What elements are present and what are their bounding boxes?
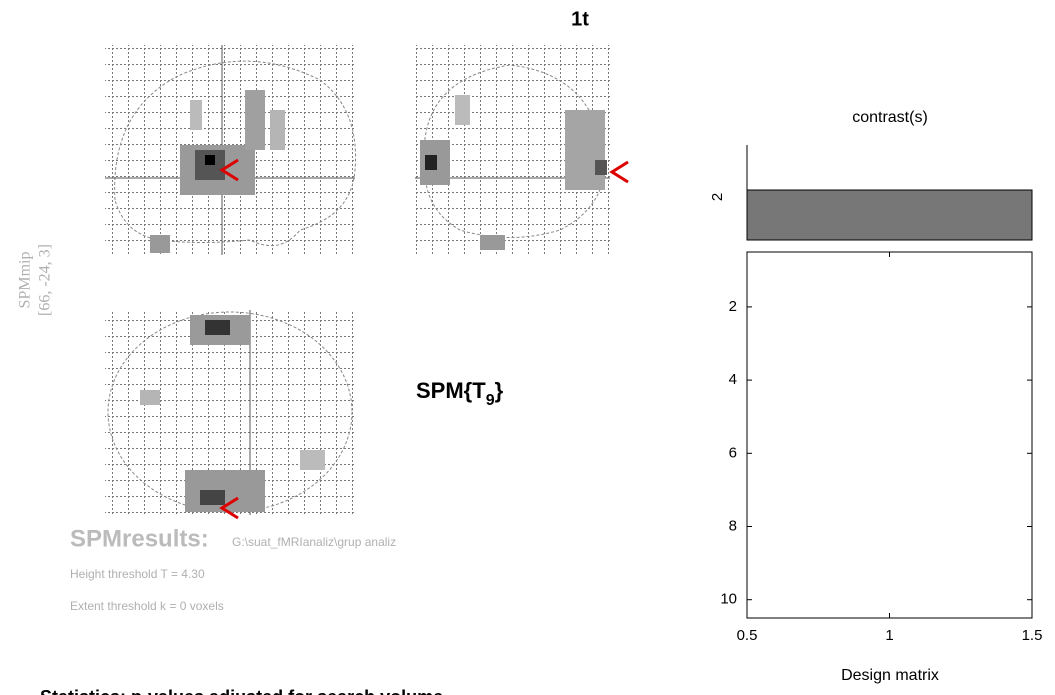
design-matrix-frame [747, 252, 1032, 618]
contrast-number: 2 [709, 193, 726, 201]
x-tick-label: 1 [885, 627, 893, 644]
statistic-df: 9 [486, 392, 495, 409]
glass-brain-coronal [415, 45, 628, 255]
statistic: SPM{T9} [416, 378, 504, 409]
glass-brain-axial [105, 310, 355, 518]
y-tick-label: 10 [720, 591, 737, 608]
contrast-bar [747, 190, 1032, 240]
mip-label: SPMmip [17, 252, 34, 309]
extent-threshold: Extent threshold k = 0 voxels [70, 599, 224, 613]
design-matrix-label: Design matrix [841, 667, 939, 684]
y-tick-label: 8 [729, 517, 737, 534]
statistic-close: } [495, 378, 504, 403]
results-heading: SPMresults: [70, 525, 209, 552]
spm-results-window: 1t SPMm [0, 0, 1055, 695]
y-tick-label: 4 [729, 371, 737, 388]
contrast-title: contrast(s) [852, 109, 928, 126]
y-tick-label: 6 [729, 444, 737, 461]
page: {"title": "1t", "mip": {"label": "SPMmip… [0, 0, 1055, 695]
height-threshold: Height threshold T = 4.30 [70, 567, 205, 581]
results-path: G:\suat_fMRIanaliz\grup analiz [232, 535, 396, 549]
glass-brain-sagittal [105, 45, 356, 255]
x-tick-label: 1.5 [1022, 627, 1043, 644]
mip-coordinates: [66, -24, 3] [37, 244, 54, 316]
x-tick-label: 0.5 [737, 627, 758, 644]
footer: Statistics: p-values adjusted for search… [40, 687, 443, 695]
statistic-text: SPM{T [416, 378, 486, 403]
contrast-name: 1t [571, 8, 589, 30]
y-tick-label: 2 [729, 298, 737, 315]
